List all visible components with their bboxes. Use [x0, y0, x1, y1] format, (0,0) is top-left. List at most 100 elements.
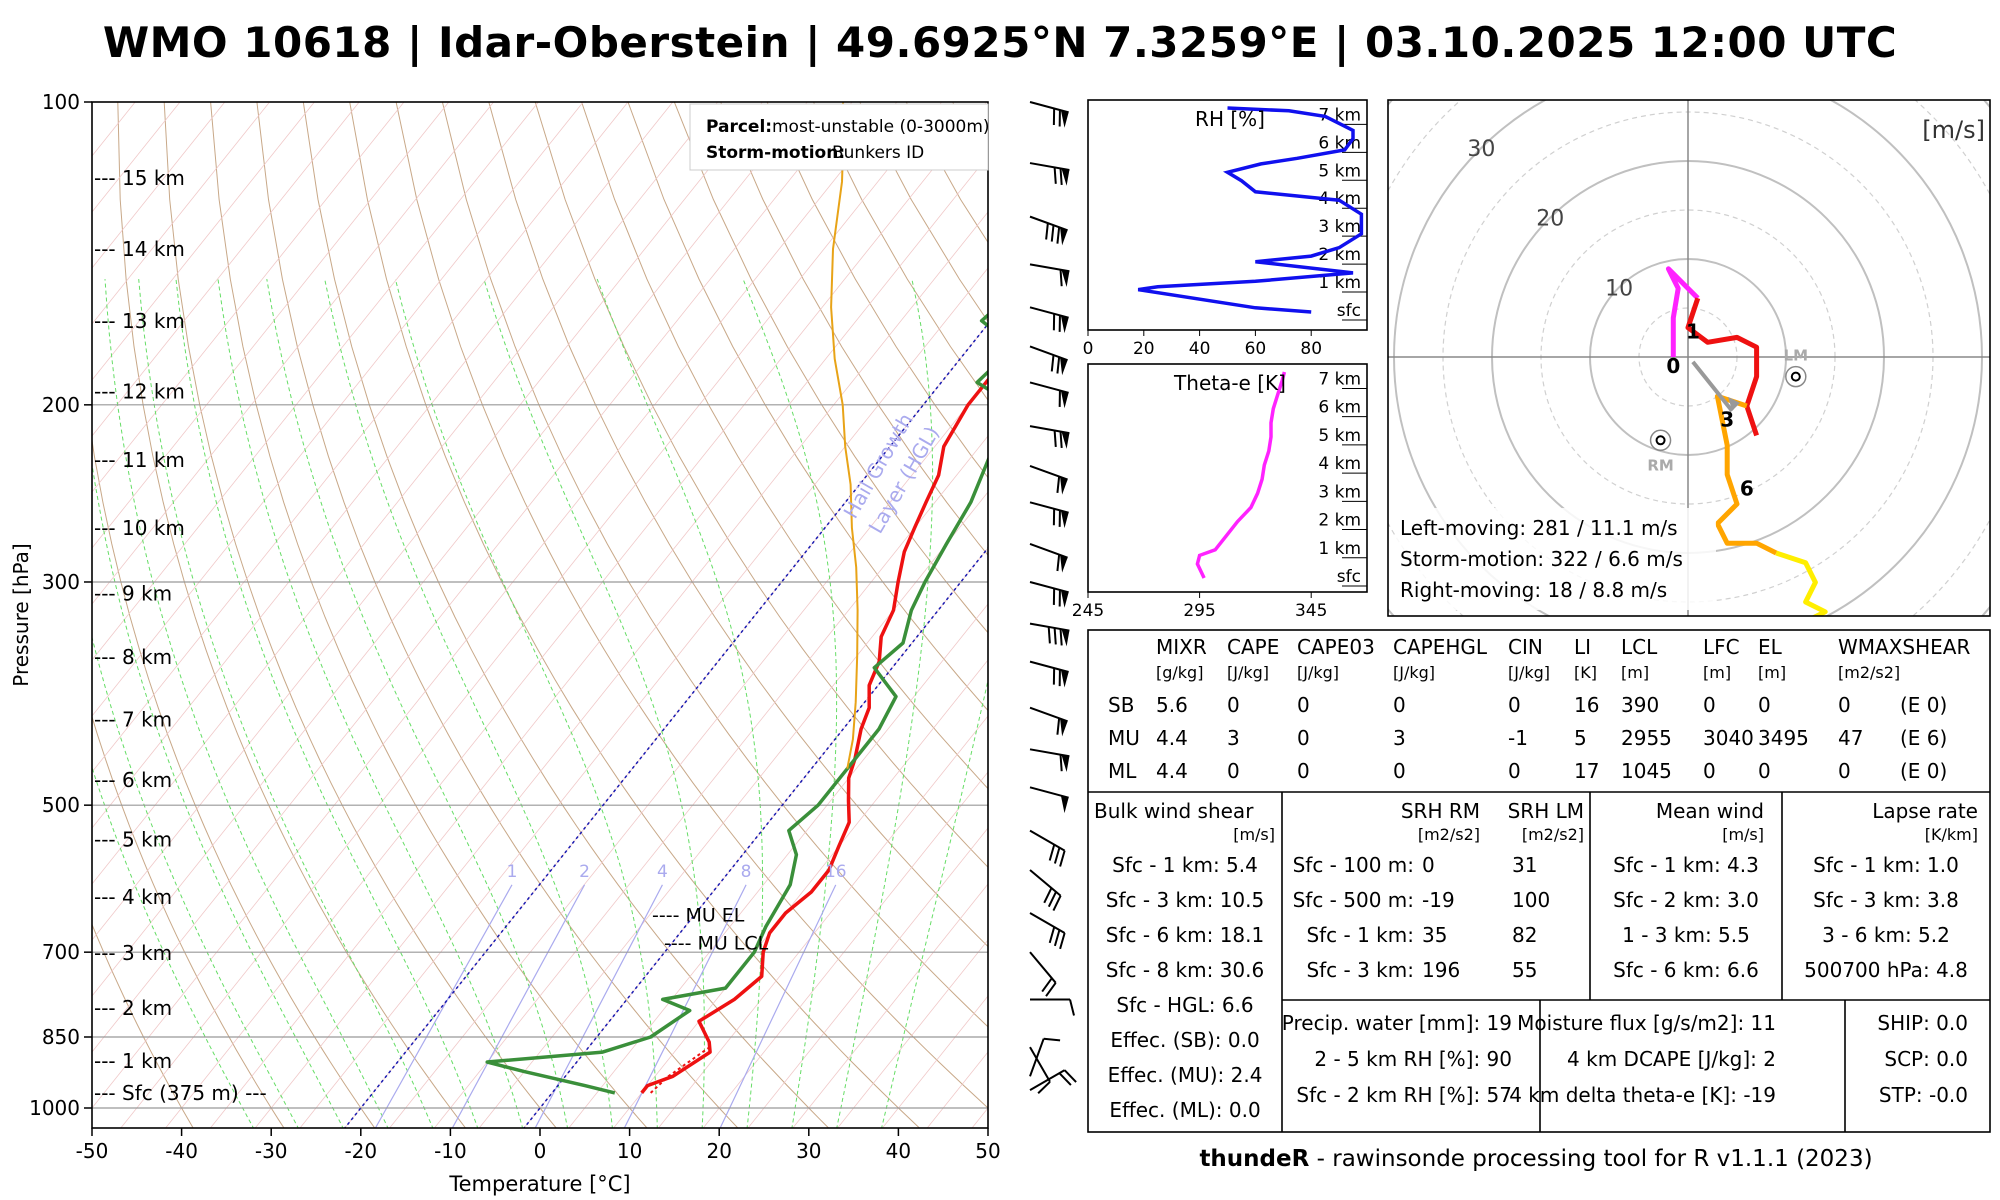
indices-cell: 4.4	[1156, 759, 1188, 783]
srh-rm-value: 196	[1422, 958, 1460, 982]
wind-barb-pennant	[1060, 669, 1069, 688]
hodo-ring	[1491, 160, 1885, 554]
thetae-title: Theta-e [K]	[1173, 371, 1286, 395]
wind-barb-staff	[1029, 425, 1070, 435]
isotherm	[657, 715, 988, 1128]
indices-row-label: SB	[1108, 693, 1134, 717]
isotherm	[92, 102, 539, 661]
dry-adiabat	[534, 102, 988, 868]
hodo-segment-line	[1714, 393, 1778, 556]
moisture-row: Sfc - 2 km RH [%]: 57	[1296, 1083, 1512, 1107]
hodo-height-label: 1	[1686, 320, 1700, 344]
wind-barb	[1029, 951, 1057, 997]
indices-header: CAPEHGL	[1393, 635, 1488, 659]
hodo-segment-line	[1665, 266, 1700, 357]
hodo-storm-motion-arrow	[1691, 360, 1734, 413]
indices-cell: 3495	[1758, 726, 1809, 750]
thetae-height-label: 7 km	[1318, 369, 1361, 389]
indices-cell: 0	[1393, 759, 1406, 783]
mixing-ratio-label: 8	[741, 862, 752, 882]
rh-height-label: 7 km	[1318, 105, 1361, 125]
indices-cell: 0	[1703, 693, 1716, 717]
hodo-ring	[1393, 100, 1983, 616]
indices-cell: 1045	[1621, 759, 1672, 783]
hodo-bunkers-marker	[1785, 365, 1807, 388]
isotherm	[92, 102, 763, 941]
isotherm	[747, 827, 988, 1128]
hodo-height-label: 0	[1666, 354, 1680, 378]
thetae-height-label: 3 km	[1318, 482, 1361, 502]
isotherm	[344, 323, 988, 1128]
wind-barb-staff	[1029, 345, 1068, 362]
dry-adiabat	[302, 102, 830, 1128]
wind-barb-staff	[1029, 706, 1068, 723]
indices-header: EL	[1758, 635, 1783, 659]
hodo-right-moving: Right-moving: 18 / 8.8 m/s	[1400, 578, 1667, 602]
indices-header-unit: [g/kg]	[1156, 663, 1203, 682]
height-label: --- 9 km	[94, 581, 172, 605]
mixing-ratio-line	[374, 884, 513, 1128]
wind-barb	[1029, 1046, 1051, 1094]
wind-barb	[1029, 345, 1068, 376]
mixing-ratio-line	[534, 884, 663, 1128]
wind-barb-staff	[1029, 1038, 1045, 1077]
skewt-frame	[91, 101, 989, 1129]
thetae-height-label: 4 km	[1318, 454, 1361, 474]
hodo-height-label: 6	[1740, 476, 1754, 500]
x-tick-label: -10	[434, 1139, 467, 1163]
moist-adiabat	[836, 278, 934, 1128]
indices-header-unit: [m]	[1621, 663, 1649, 682]
srh-lm-value: 55	[1512, 958, 1537, 982]
series-parcel-line	[830, 102, 859, 769]
wind-barb	[1029, 543, 1068, 573]
wind-barb	[1029, 706, 1068, 737]
indices-cell: 47	[1838, 726, 1863, 750]
isotherm	[92, 102, 405, 493]
indices-cell: 0	[1703, 759, 1716, 783]
x-tick-label: -40	[165, 1139, 198, 1163]
lapse-rate-title: Lapse rate	[1872, 799, 1978, 823]
isotherm	[926, 1051, 988, 1128]
rh-height-label: 4 km	[1318, 189, 1361, 209]
dry-adiabat	[673, 102, 988, 634]
dry-adiabat	[766, 102, 988, 479]
wind-barb	[1029, 912, 1066, 950]
thetae-x-tick-label: 295	[1183, 601, 1215, 621]
indices-row-label: MU	[1108, 726, 1140, 750]
hodo-ring-label: 10	[1605, 276, 1633, 301]
hodo-ring-label: 20	[1536, 207, 1564, 232]
wind-barb-flag	[1059, 431, 1063, 449]
thetae-height-label: 2 km	[1318, 511, 1361, 531]
wind-barb-pennant	[1060, 315, 1069, 334]
height-label: --- 1 km	[94, 1049, 172, 1073]
indices-cell: 3040	[1703, 726, 1754, 750]
rh-x-tick-label: 40	[1189, 339, 1211, 359]
bulk-shear-row: Effec. (MU): 2.4	[1108, 1063, 1263, 1087]
indices-cell: 5.6	[1156, 693, 1188, 717]
wind-barb-flag	[1037, 1081, 1051, 1094]
height-label: --- 15 km	[94, 166, 185, 190]
dry-adiabat	[92, 437, 376, 1128]
wind-barb	[1029, 1037, 1061, 1077]
mixing-ratio-line	[719, 884, 837, 1128]
isotherm	[92, 102, 360, 437]
wind-barb-staff	[1029, 951, 1057, 984]
wind-barb-pennant	[1060, 357, 1068, 376]
isotherm	[837, 939, 988, 1128]
wind-barb-flag	[1059, 754, 1063, 772]
wind-barb	[1029, 464, 1068, 495]
thetae-x-tick-label: 345	[1295, 601, 1327, 621]
height-label: --- 2 km	[94, 996, 172, 1020]
wind-barb-staff	[1029, 786, 1069, 799]
hodo-ring	[1589, 258, 1787, 456]
wind-barb-flag	[1069, 999, 1075, 1016]
isotherm	[792, 883, 988, 1128]
indices-cell: 0	[1393, 693, 1406, 717]
mean-wind-title: Mean wind	[1656, 799, 1764, 823]
wind-barb-flag	[1047, 626, 1051, 644]
indices-cell: (E 0)	[1900, 759, 1947, 783]
isotherm	[92, 102, 718, 885]
hodo-bg	[1388, 100, 1990, 616]
rh-x-tick-label: 0	[1083, 339, 1094, 359]
wind-barb-pennant	[1060, 476, 1068, 495]
